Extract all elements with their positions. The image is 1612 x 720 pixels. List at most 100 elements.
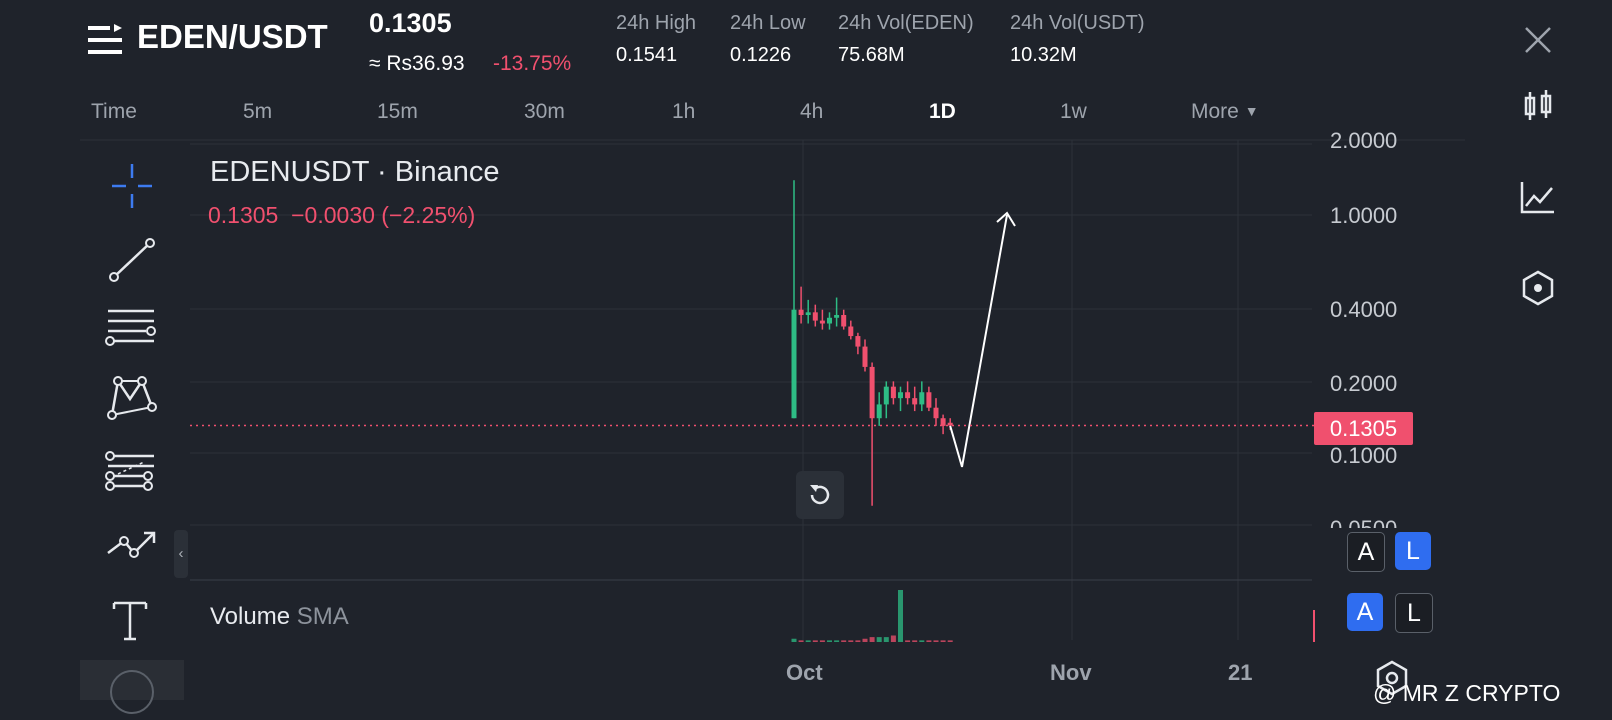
close-icon[interactable]	[1522, 24, 1554, 56]
candle-body	[834, 315, 840, 318]
volume-bar	[841, 640, 847, 642]
candle-body	[890, 386, 896, 399]
more-tools-panel[interactable]	[80, 660, 184, 714]
text-tool-icon[interactable]	[104, 597, 160, 653]
indicators-icon[interactable]	[1518, 178, 1558, 218]
pair-title[interactable]: EDEN/USDT	[137, 18, 328, 55]
stat-value-vol-eden: 75.68M	[838, 44, 905, 66]
volume-bar	[791, 638, 797, 642]
candle-body	[883, 386, 889, 405]
chart-price-change: 0.1305 −0.0030 (−2.25%)	[208, 202, 476, 228]
tab-30m[interactable]: 30m	[524, 100, 565, 123]
volume-auto-scale-button[interactable]: A	[1347, 593, 1383, 631]
candle-body	[933, 407, 939, 419]
candle-body	[947, 422, 953, 426]
caret-down-icon: ▼	[1244, 103, 1259, 119]
volume-bar	[926, 640, 932, 642]
sma-label: SMA	[296, 603, 349, 630]
volume-log-scale-button[interactable]: L	[1395, 593, 1433, 633]
more-label: More	[1191, 100, 1239, 123]
fib-levels-icon[interactable]	[104, 450, 160, 506]
chart-symbol-title: EDENUSDT · Binance	[210, 156, 500, 188]
stat-label-vol-usdt: 24h Vol(USDT)	[1010, 12, 1145, 34]
volume-bar	[947, 640, 953, 642]
candle-body	[805, 312, 811, 316]
volume-bar	[812, 640, 818, 642]
projection-line	[949, 214, 1008, 468]
volume-bar	[869, 637, 875, 642]
y-tick-label: 0.0500	[1330, 516, 1397, 528]
stat-label-low: 24h Low	[730, 12, 806, 34]
x-tick-label: Nov	[1050, 660, 1092, 685]
stat-label-vol-eden: 24h Vol(EDEN)	[838, 12, 974, 34]
binance-square-icon	[1376, 660, 1408, 696]
horizontal-lines-icon[interactable]	[104, 305, 160, 361]
candle-body	[912, 398, 918, 405]
volume-bar	[855, 640, 861, 642]
volume-bar	[1313, 610, 1315, 642]
trend-line-icon[interactable]	[104, 235, 160, 291]
path-arrow-icon[interactable]	[104, 525, 160, 581]
volume-bar	[805, 640, 811, 642]
volume-bar	[933, 640, 939, 642]
candle-body	[855, 336, 861, 347]
pattern-icon[interactable]	[104, 375, 160, 431]
candle-body	[791, 309, 797, 419]
projection-arrowhead	[996, 211, 1016, 227]
y-tick-label: 2.0000	[1330, 128, 1398, 153]
volume-bar	[876, 637, 882, 642]
log-scale-button[interactable]: L	[1395, 532, 1431, 570]
y-tick-label: 1.0000	[1330, 203, 1398, 228]
current-price-tag: 0.1305	[1314, 412, 1413, 445]
volume-bar	[819, 640, 825, 642]
volume-bar	[848, 640, 854, 642]
candle-body	[869, 366, 875, 419]
candle-body	[841, 315, 847, 327]
stat-value-low: 0.1226	[730, 44, 792, 66]
stat-label-high: 24h High	[616, 12, 697, 34]
tab-1w[interactable]: 1w	[1060, 100, 1087, 123]
y-tick-label: 0.4000	[1330, 297, 1398, 322]
volume-bar	[890, 635, 896, 642]
candle-body	[819, 320, 825, 324]
candle-body	[940, 418, 946, 426]
tab-time[interactable]: Time	[91, 100, 137, 123]
candle-body	[926, 392, 932, 408]
candle-body	[919, 392, 925, 405]
volume-label: Volume	[210, 603, 291, 630]
volume-bar	[919, 640, 925, 642]
volume-bar	[834, 640, 840, 642]
collapse-toolbar-button[interactable]: ‹	[174, 530, 188, 578]
stat-value-high: 0.1541	[616, 44, 678, 66]
volume-bar	[798, 640, 804, 642]
tab-1h[interactable]: 1h	[672, 100, 696, 123]
fiat-price: ≈ Rs36.93	[369, 52, 465, 75]
volume-bar	[862, 638, 868, 642]
volume-bar	[827, 640, 832, 642]
candle-body	[862, 346, 868, 367]
tab-more[interactable]: More ▼	[1191, 100, 1259, 124]
candle-body	[812, 312, 818, 321]
tab-1d[interactable]: 1D	[929, 100, 956, 123]
crosshair-icon[interactable]	[104, 160, 160, 216]
candle-body	[876, 404, 882, 419]
menu-icon[interactable]	[88, 24, 122, 56]
auto-scale-button[interactable]: A	[1347, 532, 1385, 572]
reset-chart-button[interactable]	[796, 471, 844, 519]
candlestick-icon[interactable]	[1518, 88, 1558, 128]
tab-4h[interactable]: 4h	[800, 100, 824, 123]
volume-bar	[912, 640, 918, 642]
x-tick-label: 21	[1228, 660, 1253, 685]
y-tick-label: 0.1000	[1330, 443, 1398, 468]
last-price: 0.1305	[369, 8, 452, 38]
volume-series	[791, 590, 1315, 642]
volume-bar	[883, 637, 889, 642]
candlestick-series	[791, 180, 953, 506]
candle-body	[848, 326, 854, 337]
settings-hex-icon[interactable]	[1518, 268, 1558, 308]
chart-grid	[80, 139, 1465, 640]
candle-body	[798, 309, 804, 316]
tab-5m[interactable]: 5m	[243, 100, 273, 123]
tab-15m[interactable]: 15m	[377, 100, 418, 123]
